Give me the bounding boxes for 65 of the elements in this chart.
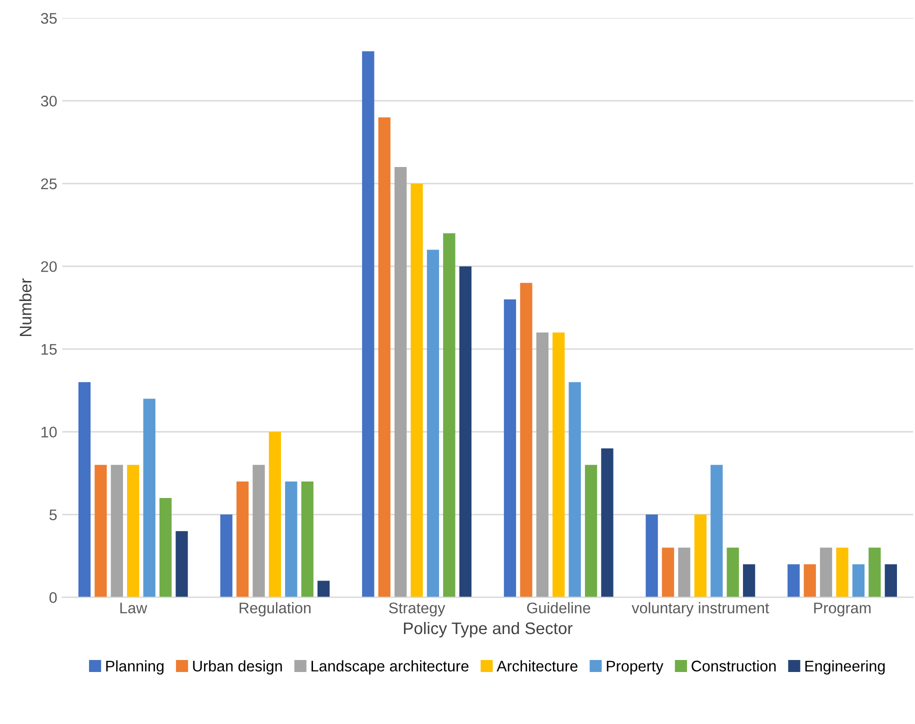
x-tick-label: Regulation [240,602,310,616]
bar [694,514,707,598]
bar [726,548,739,598]
y-tick-label: 25 [41,178,57,190]
x-tick-label: voluntary instrument [632,602,770,616]
bar [459,266,472,598]
x-axis-title: Policy Type and Sector [404,622,573,638]
legend-label: Architecture [496,660,578,672]
bar [301,481,314,598]
bar [159,498,172,598]
bar [742,564,756,598]
bar [868,548,881,598]
bar [252,464,265,598]
x-tick-label: Strategy [389,602,446,616]
bar [646,514,658,598]
bar [110,464,123,598]
y-tick-label: 30 [40,96,57,107]
bar [410,184,423,598]
bar [884,564,897,598]
bar [94,464,107,598]
bar [788,564,800,598]
y-tick-label: 0 [49,592,57,603]
bar [552,332,565,598]
legend-label: Planning [106,660,164,675]
y-tick-label: 5 [49,510,57,520]
bar [520,282,532,598]
y-tick-label: 15 [42,344,57,355]
legend-label: Engineering [805,660,885,675]
bar [127,464,140,598]
y-tick-label: 10 [42,426,57,438]
x-tick-label: Law [120,602,148,614]
bar [536,332,548,598]
bar [176,531,188,598]
bar [504,299,516,598]
legend-label: Urban design [193,660,282,675]
bar [426,250,440,598]
bar [268,432,282,598]
y-tick-label: 20 [41,261,57,272]
bar [804,564,816,598]
bar [394,167,407,598]
bar [285,481,298,598]
legend-label: Construction [692,660,776,672]
bar [836,548,848,598]
bar [378,117,390,598]
y-axis-title: Number [19,278,32,336]
x-tick-label: Program [814,602,871,616]
bar [710,464,723,598]
bar [662,548,674,598]
bar [443,233,456,598]
y-tick-label: 35 [40,12,57,24]
bar [220,514,232,598]
bar [568,382,581,598]
bar [601,448,614,598]
bar [820,548,832,598]
bar [236,481,249,598]
bar [852,564,865,598]
bar [78,382,91,598]
bar [318,580,330,598]
bar [678,548,690,598]
bar [584,464,598,598]
legend-label: Landscape architecture [312,660,468,675]
legend-label: Property [606,660,664,675]
bar [143,398,156,598]
x-tick-label: Guideline [527,602,590,614]
bar [362,51,374,598]
